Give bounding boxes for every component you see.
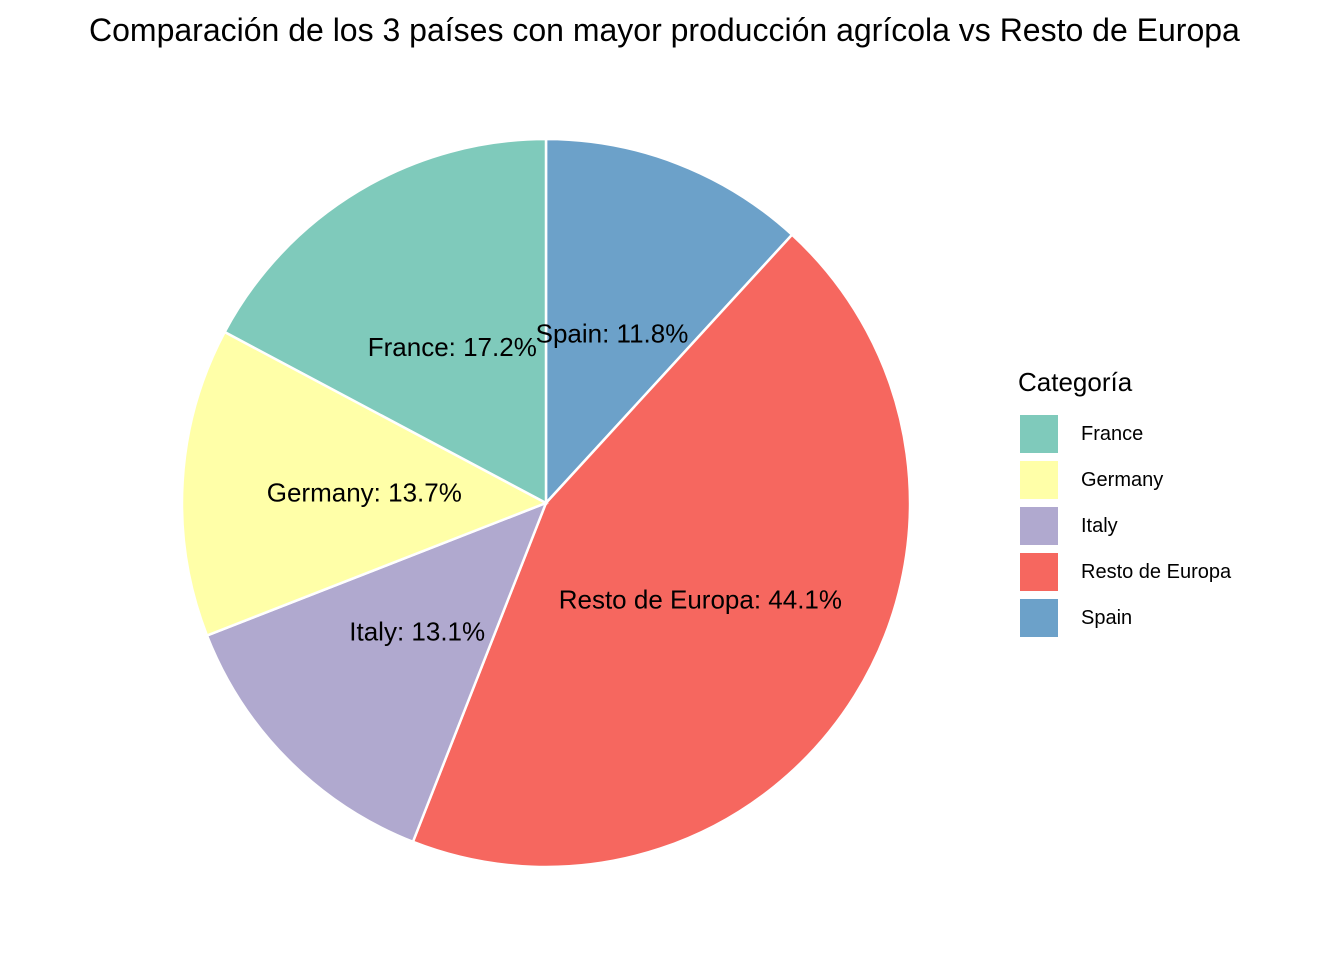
legend-swatch bbox=[1020, 599, 1058, 637]
legend-items: France Germany Italy Resto de Europa Spain bbox=[1018, 411, 1231, 641]
legend-swatch bbox=[1020, 553, 1058, 591]
legend-title: Categoría bbox=[1018, 367, 1133, 397]
slice-label-france: France: 17.2% bbox=[368, 332, 537, 362]
legend-label: Italy bbox=[1081, 514, 1118, 537]
legend-item-spain: Spain bbox=[1018, 595, 1231, 641]
pie-slice-germany bbox=[180, 330, 549, 638]
pie-slice-france bbox=[222, 137, 548, 506]
slice-label-italy: Italy: 13.1% bbox=[349, 617, 485, 647]
legend-swatch bbox=[1020, 461, 1058, 499]
chart-title: Comparación de los 3 países con mayor pr… bbox=[89, 12, 1240, 48]
legend-item-france: France bbox=[1018, 411, 1231, 457]
legend-item-germany: Germany bbox=[1018, 457, 1231, 503]
legend-label: France bbox=[1081, 422, 1144, 445]
slice-label-germany: Germany: 13.7% bbox=[267, 477, 462, 507]
pie-slice-spain bbox=[544, 137, 794, 507]
slice-label-spain: Spain: 11.8% bbox=[536, 318, 689, 348]
slice-label-resto-de-europa: Resto de Europa: 44.1% bbox=[559, 584, 842, 614]
legend-swatch bbox=[1020, 507, 1058, 545]
legend-item-italy: Italy bbox=[1018, 503, 1231, 549]
pie-slice-resto-de-europa bbox=[411, 232, 912, 869]
legend-label: Spain bbox=[1081, 606, 1133, 629]
legend-item-resto-de-europa: Resto de Europa bbox=[1018, 549, 1231, 595]
legend-label: Germany bbox=[1081, 468, 1164, 491]
legend-label: Resto de Europa bbox=[1081, 560, 1232, 583]
legend: Categoría France Germany Italy Resto de Eur… bbox=[1018, 364, 1231, 641]
pie-slice-italy bbox=[205, 500, 549, 844]
legend-swatch bbox=[1020, 415, 1058, 453]
